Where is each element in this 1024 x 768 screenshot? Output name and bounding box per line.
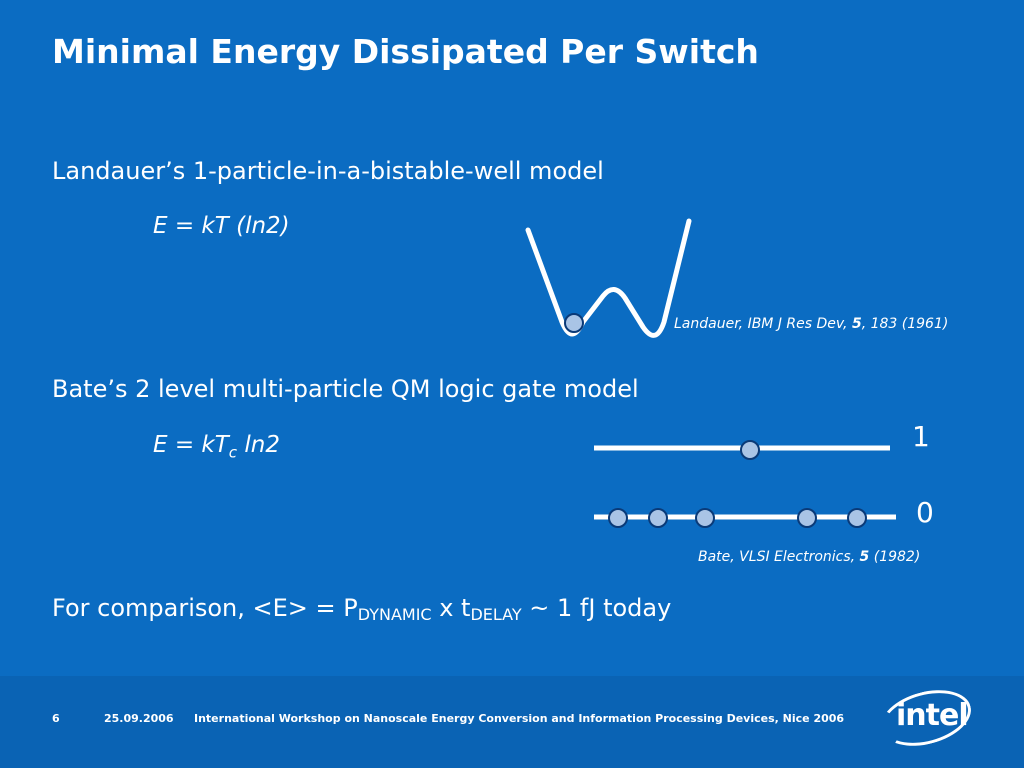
level-low-particle-5 [847, 508, 867, 528]
footer-date: 25.09.2006 [104, 712, 174, 725]
level-label-low: 0 [916, 496, 934, 529]
bate-ref-suffix: (1982) [869, 549, 921, 565]
comparison-sub-delay: DELAY [470, 605, 522, 624]
bistable-well-curve [525, 218, 692, 338]
level-low-particle-1 [608, 508, 628, 528]
bate-formula-prefix: E = kT [153, 432, 229, 458]
landauer-formula: E = kT (ln2) [153, 213, 290, 239]
footer-page-number: 6 [52, 712, 60, 725]
landauer-reference: Landauer, IBM J Res Dev, 5, 183 (1961) [674, 316, 948, 332]
bate-heading: Bate’s 2 level multi-particle QM logic g… [52, 375, 639, 403]
bate-ref-volume: 5 [859, 549, 870, 565]
bate-formula-suffix: ln2 [237, 432, 280, 458]
comparison-suffix: ~ 1 fJ today [521, 594, 672, 622]
level-low-particle-2 [648, 508, 668, 528]
bate-ref-prefix: Bate, VLSI Electronics, [698, 549, 860, 565]
landauer-ref-prefix: Landauer, IBM J Res Dev, [674, 316, 852, 332]
diagram-canvas [525, 218, 896, 528]
level-low-particle-4 [797, 508, 817, 528]
footer-band [0, 676, 1024, 768]
well-particle [564, 313, 584, 333]
comparison-sub-dynamic: DYNAMIC [357, 605, 432, 624]
landauer-ref-volume: 5 [851, 316, 862, 332]
bate-reference: Bate, VLSI Electronics, 5 (1982) [698, 549, 920, 565]
landauer-heading: Landauer’s 1-particle-in-a-bistable-well… [52, 157, 604, 185]
level-high-particle [740, 440, 760, 460]
level-label-high: 1 [912, 420, 930, 453]
slide-title: Minimal Energy Dissipated Per Switch [52, 32, 759, 71]
comparison-prefix: For comparison, <E> = P [52, 594, 358, 622]
bate-formula-sub: c [228, 443, 238, 462]
footer-event: International Workshop on Nanoscale Ener… [194, 712, 845, 725]
intel-logo-text: intel [896, 698, 969, 733]
comparison-middle: x t [431, 594, 471, 622]
level-low-particle-3 [695, 508, 715, 528]
comparison-line: For comparison, <E> = PDYNAMIC x tDELAY … [52, 594, 671, 624]
intel-logo: intel [874, 680, 980, 756]
bate-formula: E = kTc ln2 [153, 432, 280, 462]
landauer-ref-suffix: , 183 (1961) [861, 316, 949, 332]
